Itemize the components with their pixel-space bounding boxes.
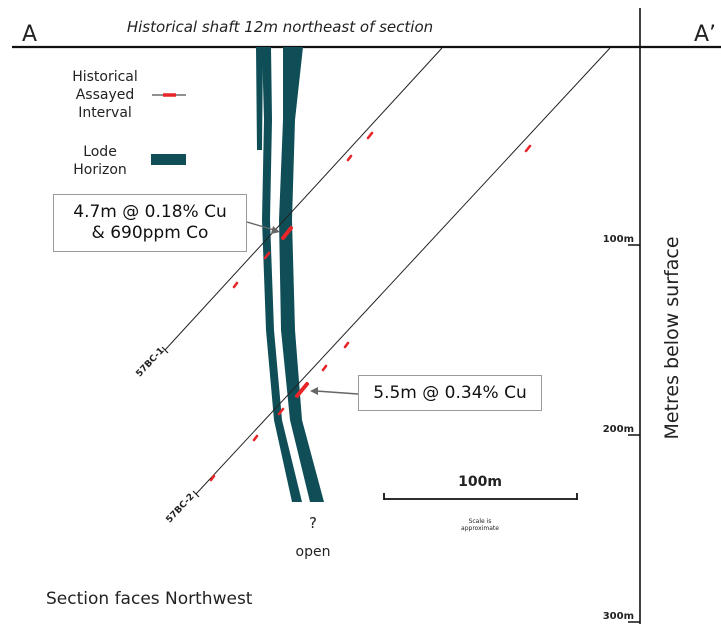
legend-lode-label-2: Horizon <box>73 162 127 178</box>
depth-tick-label-200: 200m <box>603 424 634 435</box>
scale-bar-label: 100m <box>458 474 502 490</box>
intercept-callout-57bc1-line-2: & 690ppm Co <box>91 223 209 243</box>
drillhole-57bc2-collar-tick <box>192 490 200 498</box>
assay-interval <box>277 407 285 416</box>
shaft-note: Historical shaft 12m northeast of sectio… <box>127 18 433 36</box>
assay-interval <box>209 474 216 482</box>
assay-intervals <box>209 131 532 482</box>
callout-arrow-hole2 <box>310 387 359 395</box>
assay-interval <box>263 251 271 260</box>
depth-axis-title: Metres below surface <box>661 236 683 439</box>
section-orientation-note: Section faces Northwest <box>46 589 253 609</box>
assay-interval <box>343 341 350 349</box>
scale-note-line-1: Scale is <box>469 518 492 525</box>
assay-interval <box>524 144 532 153</box>
section-end-label: A’ <box>694 22 716 47</box>
lode-horizon-splay <box>256 47 263 150</box>
assay-interval <box>321 364 328 372</box>
drillhole-57bc1-label: 57BC-1 <box>135 346 167 379</box>
intercept-callout-57bc1: 4.7m @ 0.18% Cu & 690ppm Co <box>53 194 247 252</box>
legend-assay-label-2: Assayed <box>76 87 135 103</box>
lode-open-question-mark: ? <box>309 514 317 532</box>
legend-lode-symbol <box>151 154 186 165</box>
assay-interval <box>366 131 374 140</box>
legend-lode-label-1: Lode <box>83 144 117 160</box>
lode-horizon-west <box>262 47 302 502</box>
drillhole-57bc1-collar-tick <box>161 346 169 354</box>
callout-arrow-hole1 <box>246 221 280 234</box>
assay-interval <box>295 382 309 398</box>
drillhole-57bc2-label: 57BC-2 <box>165 492 197 525</box>
assay-interval <box>232 281 239 289</box>
section-start-label: A <box>22 22 37 47</box>
lode-open-label: open <box>296 544 331 560</box>
drillhole-57bc2-trace <box>195 47 611 495</box>
intercept-callout-57bc2: 5.5m @ 0.34% Cu <box>358 375 542 411</box>
drillhole-57bc1-trace <box>164 47 443 351</box>
assay-interval <box>281 226 293 240</box>
assay-interval <box>252 434 259 442</box>
legend-assay-label-3: Interval <box>78 105 132 121</box>
assay-interval <box>346 154 353 162</box>
depth-tick-label-100: 100m <box>603 234 634 245</box>
scale-note-line-2: approximate <box>461 525 499 532</box>
lode-horizon-east <box>279 47 324 502</box>
intercept-callout-57bc2-text: 5.5m @ 0.34% Cu <box>373 383 527 403</box>
legend-assay-label-1: Historical <box>72 69 138 85</box>
intercept-callout-57bc1-line-1: 4.7m @ 0.18% Cu <box>73 202 227 222</box>
depth-tick-label-300: 300m <box>603 611 634 622</box>
